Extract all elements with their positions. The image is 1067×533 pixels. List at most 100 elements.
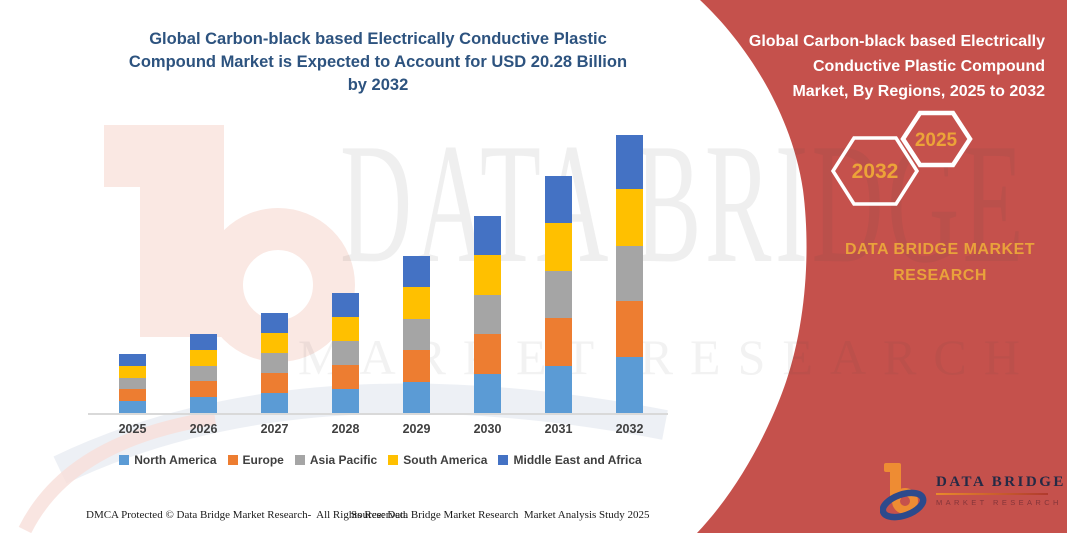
- bar-segment-middle-east-and-africa: [474, 215, 501, 255]
- databridge-logo-text: DATA BRIDGE MARKET RESEARCH: [936, 461, 1066, 521]
- bar-segment-asia-pacific: [474, 294, 501, 334]
- bar-segment-europe: [474, 334, 501, 374]
- bar-segment-middle-east-and-africa: [119, 354, 146, 366]
- bar-column: [97, 125, 168, 413]
- bar-column: [310, 125, 381, 413]
- bar-segment-north-america: [261, 393, 288, 413]
- legend-item: South America: [388, 453, 487, 467]
- logo-underline: [936, 493, 1048, 495]
- bar-segment-europe: [616, 300, 643, 357]
- legend-swatch: [119, 455, 130, 465]
- x-axis-label: 2027: [260, 422, 289, 436]
- x-axis-label: 2032: [615, 422, 644, 436]
- bar-segment-europe: [119, 389, 146, 402]
- panel-heading: Global Carbon-black based Electrically C…: [715, 30, 1045, 104]
- legend-swatch: [498, 455, 509, 465]
- bar-segment-europe: [261, 373, 288, 393]
- bar-segment-europe: [545, 318, 572, 366]
- logo-subtitle: MARKET RESEARCH: [936, 498, 1062, 507]
- bar-segment-europe: [403, 350, 430, 382]
- panel-heading-line1: Global Carbon-black based Electrically: [748, 33, 1045, 50]
- footer-source: Source: Data Bridge Market Research Mark…: [351, 509, 650, 521]
- stacked-bar-2025: [119, 354, 146, 413]
- databridge-logo-icon: [880, 463, 927, 521]
- bar-segment-north-america: [332, 388, 359, 413]
- bar-segment-middle-east-and-africa: [616, 134, 643, 190]
- hexagon-2032: [830, 136, 920, 206]
- plot-area: [88, 125, 668, 415]
- bar-column: [523, 125, 594, 413]
- legend-item: North America: [119, 453, 217, 467]
- databridge-logo: DATA BRIDGE MARKET RESEARCH: [880, 461, 1066, 521]
- panel-heading-line2: Conductive Plastic Compound: [812, 57, 1045, 75]
- bar-segment-asia-pacific: [332, 340, 359, 365]
- legend-item: Middle East and Africa: [498, 453, 642, 467]
- chart-title: Global Carbon-black based Electrically C…: [88, 28, 668, 97]
- footer-copyright: DMCA Protected © Data Bridge Market Rese…: [86, 509, 409, 521]
- hexagon-2032-label: 2032: [852, 160, 899, 183]
- x-axis-label: 2025: [118, 422, 147, 436]
- bar-segment-north-america: [545, 365, 572, 413]
- legend-item: Asia Pacific: [294, 453, 378, 467]
- bar-segment-asia-pacific: [545, 270, 572, 318]
- bar-column: [168, 125, 239, 413]
- bar-segment-asia-pacific: [190, 365, 217, 382]
- bar-column: [239, 125, 310, 413]
- bar-column: [594, 125, 665, 413]
- bar-segment-south-america: [545, 223, 572, 271]
- x-axis-label: 2028: [331, 422, 360, 436]
- legend-item: Europe: [227, 453, 284, 467]
- bar-column: [381, 125, 452, 413]
- logo-title: DATA BRIDGE: [936, 474, 1066, 490]
- bar-column: [452, 125, 523, 413]
- stacked-bar-2026: [190, 334, 217, 413]
- year-hexagons: 2032 2025: [830, 110, 973, 206]
- stacked-bar-2027: [261, 313, 288, 413]
- bar-segment-asia-pacific: [403, 318, 430, 350]
- bar-segment-north-america: [474, 373, 501, 413]
- bar-segment-south-america: [474, 255, 501, 295]
- bar-segment-south-america: [261, 333, 288, 353]
- legend: North America Europe Asia Pacific South Ame…: [88, 453, 673, 467]
- legend-label: Middle East and Africa: [513, 453, 642, 467]
- legend-label: Asia Pacific: [309, 453, 378, 467]
- bar-segment-middle-east-and-africa: [190, 334, 217, 350]
- bar-segment-europe: [190, 381, 217, 398]
- bar-segment-south-america: [332, 316, 359, 341]
- bar-segment-middle-east-and-africa: [403, 255, 430, 287]
- stacked-bar-2030: [474, 215, 501, 413]
- bar-segment-north-america: [190, 397, 217, 413]
- chart-title-line2: Compound Market is Expected to Account f…: [128, 53, 628, 72]
- stacked-bar-2028: [332, 292, 359, 413]
- legend-label: North America: [134, 453, 217, 467]
- stacked-bar-2029: [403, 255, 430, 413]
- panel-heading-line3: Market, By Regions, 2025 to 2032: [792, 82, 1045, 100]
- legend-swatch: [388, 455, 399, 465]
- x-axis-label: 2029: [402, 422, 431, 436]
- stacked-bar-2031: [545, 175, 572, 413]
- hexagon-2025-label: 2025: [915, 130, 958, 151]
- brand-wordmark-line2: RESEARCH: [893, 266, 987, 284]
- bar-segment-south-america: [403, 287, 430, 319]
- legend-label: Europe: [242, 453, 284, 467]
- watermark-swoosh-pink: [18, 411, 217, 533]
- chart-title-line3: by 2032: [347, 76, 409, 95]
- bar-segment-south-america: [119, 365, 146, 378]
- stacked-bar-2032: [616, 134, 643, 413]
- brand-wordmark-line1: DATA BRIDGE MARKET: [844, 241, 1036, 258]
- bar-segment-asia-pacific: [119, 377, 146, 390]
- bar-segment-north-america: [119, 401, 146, 413]
- bar-segment-europe: [332, 364, 359, 389]
- legend-swatch: [294, 455, 305, 465]
- bar-segment-asia-pacific: [261, 353, 288, 373]
- x-axis-label: 2031: [544, 422, 573, 436]
- bar-segment-middle-east-and-africa: [261, 313, 288, 333]
- bar-segment-asia-pacific: [616, 245, 643, 301]
- bar-segment-south-america: [616, 189, 643, 246]
- legend-swatch: [227, 455, 238, 465]
- bar-segment-north-america: [403, 381, 430, 413]
- legend-label: South America: [403, 453, 488, 467]
